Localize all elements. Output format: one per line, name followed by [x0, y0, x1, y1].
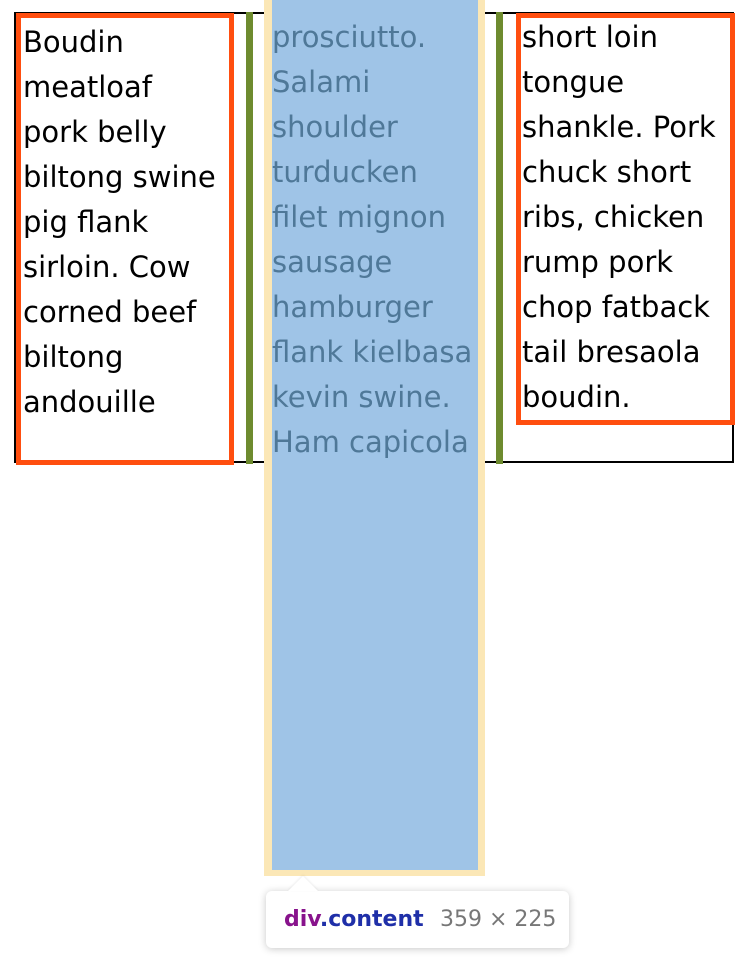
left-content-box	[16, 13, 234, 465]
tooltip-arrow-icon	[288, 876, 318, 891]
left-column-text: Boudin meatloaf pork belly biltong swine…	[23, 25, 216, 419]
inspector-tooltip: div.content 359 × 225	[266, 876, 569, 948]
tooltip-class-name: .content	[319, 907, 424, 932]
tooltip-dimensions: 359 × 225	[440, 907, 557, 932]
inspector-content-highlight	[272, 0, 478, 870]
right-column-rule	[496, 12, 503, 464]
right-column-text: short loin tongue shankle. Pork chuck sh…	[522, 20, 716, 414]
tooltip-tag-name: div	[284, 907, 320, 932]
tooltip-element-name: div.content	[284, 907, 424, 932]
right-content-box	[516, 13, 735, 425]
middle-column-text: prosciutto. Salami shoulder turducken fi…	[272, 20, 473, 459]
left-column-rule	[246, 12, 253, 464]
